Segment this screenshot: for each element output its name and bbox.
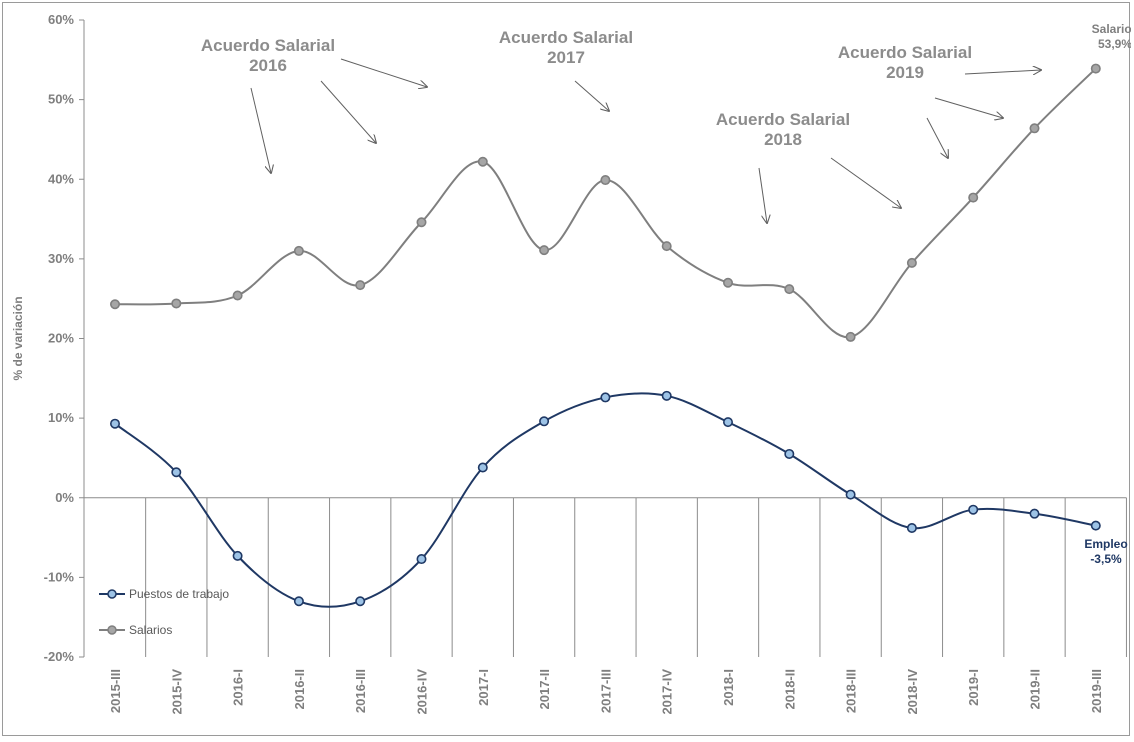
legend-marker [107, 589, 117, 599]
y-axis-title: % de variación [11, 296, 25, 380]
series-layer [110, 63, 1101, 608]
data-point-puestos-de-trabajo [110, 418, 121, 429]
legend-label: Puestos de trabajo [129, 587, 229, 601]
x-tick-label: 2016-I [231, 669, 246, 706]
data-point-salarios [906, 257, 917, 268]
x-tick-label: 2019-II [1028, 669, 1043, 709]
annotation-acuerdo-salarial: Acuerdo Salarial 2016 [201, 36, 335, 75]
x-tick-label: 2016-III [353, 669, 368, 713]
x-tick-label: 2017-I [476, 669, 491, 706]
data-point-salarios [293, 245, 304, 256]
end-label-salarios: Salarios53,9% [1092, 22, 1131, 51]
data-point-salarios [110, 299, 121, 310]
x-tick-label: 2015-III [108, 669, 123, 713]
data-point-salarios [171, 298, 182, 309]
data-point-puestos-de-trabajo [539, 416, 550, 427]
y-tick-label: -20% [44, 649, 75, 664]
x-tick-label: 2016-II [292, 669, 307, 709]
annotation-arrow [320, 80, 376, 143]
data-point-puestos-de-trabajo [661, 390, 672, 401]
annotation-arrow [758, 167, 767, 223]
x-tick-label: 2018-I [721, 669, 736, 706]
series-line-puestos-de-trabajo [114, 392, 1096, 608]
legend-label: Salarios [129, 623, 172, 637]
y-tick-label: 60% [48, 12, 74, 27]
data-point-puestos-de-trabajo [293, 596, 304, 607]
x-tick-label: 2019-I [966, 669, 981, 706]
x-tick-label: 2018-III [844, 669, 859, 713]
annotations: Salarios53,9% Empleo-3,5% Acuerdo Salarial… [201, 22, 1134, 566]
data-point-salarios [784, 284, 795, 295]
x-tick-label: 2019-III [1089, 669, 1104, 713]
data-point-puestos-de-trabajo [600, 392, 611, 403]
data-point-salarios [845, 331, 856, 342]
data-point-salarios [355, 280, 366, 291]
legend-item-salarios: Salarios [99, 623, 172, 637]
data-point-puestos-de-trabajo [1029, 508, 1040, 519]
data-point-salarios [722, 277, 733, 288]
annotation-acuerdo-salarial: Acuerdo Salarial 2018 [716, 110, 850, 149]
end-label-puestos-de-trabajo: Empleo -3,5% [1084, 537, 1127, 566]
data-point-salarios [1090, 63, 1101, 74]
x-tick-label: 2015-IV [169, 669, 184, 715]
y-tick-label: 40% [48, 171, 74, 186]
annotation-arrow [574, 80, 609, 111]
annotation-arrow [250, 87, 271, 173]
legend-marker [107, 625, 117, 635]
data-point-puestos-de-trabajo [477, 462, 488, 473]
data-point-salarios [968, 192, 979, 203]
legend: Puestos de trabajo Salarios [99, 587, 229, 637]
annotation-arrow [934, 97, 1003, 118]
annotation-arrow [964, 70, 1041, 74]
data-point-puestos-de-trabajo [906, 523, 917, 534]
annotation-acuerdo-salarial: Acuerdo Salarial 2017 [499, 28, 633, 67]
annotation-arrow [830, 157, 901, 208]
annotation-arrow [926, 117, 948, 158]
x-tick-label: 2018-II [782, 669, 797, 709]
data-point-puestos-de-trabajo [1090, 520, 1101, 531]
data-point-salarios [539, 245, 550, 256]
data-point-puestos-de-trabajo [845, 489, 856, 500]
axes: -20% -10% 0% 10% 20% 30% 40% 50% 60% % de variaci… [11, 12, 1127, 715]
data-point-puestos-de-trabajo [355, 596, 366, 607]
series-salarios [110, 63, 1101, 342]
data-point-puestos-de-trabajo [968, 504, 979, 515]
y-tick-label: 0% [55, 490, 74, 505]
data-point-puestos-de-trabajo [416, 554, 427, 565]
data-point-salarios [477, 156, 488, 167]
legend-item-puestos-de-trabajo: Puestos de trabajo [99, 587, 229, 601]
data-point-salarios [416, 217, 427, 228]
data-point-salarios [600, 175, 611, 186]
annotation-acuerdo-salarial: Acuerdo Salarial 2019 [838, 43, 972, 82]
data-point-salarios [1029, 123, 1040, 134]
x-tick-label: 2017-IV [660, 669, 675, 715]
y-tick-label: 30% [48, 251, 74, 266]
series-line-salarios [114, 67, 1097, 338]
data-point-salarios [232, 290, 243, 301]
data-point-puestos-de-trabajo [784, 448, 795, 459]
x-tick-label: 2017-III [598, 669, 613, 713]
y-tick-label: -10% [44, 569, 75, 584]
data-point-puestos-de-trabajo [232, 550, 243, 561]
y-tick-label: 20% [48, 331, 74, 346]
x-tick-label: 2018-IV [905, 669, 920, 715]
series-puestos-de-trabajo [110, 390, 1101, 608]
x-tick-label: 2016-IV [415, 669, 430, 715]
y-tick-label: 10% [48, 410, 74, 425]
x-tick-label: 2017-II [537, 669, 552, 709]
line-chart: -20% -10% 0% 10% 20% 30% 40% 50% 60% % de variaci… [11, 12, 1134, 715]
y-tick-label: 50% [48, 92, 74, 107]
annotation-arrow [340, 58, 427, 87]
data-point-puestos-de-trabajo [171, 467, 182, 478]
data-point-puestos-de-trabajo [722, 417, 733, 428]
data-point-salarios [661, 241, 672, 252]
